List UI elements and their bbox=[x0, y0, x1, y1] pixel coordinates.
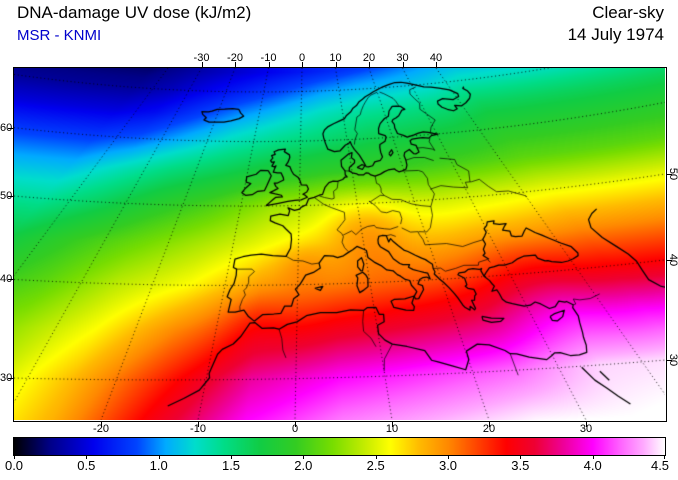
colorbar-tick bbox=[14, 456, 15, 459]
axis-tick-left bbox=[8, 196, 13, 197]
axis-label-top: -10 bbox=[260, 52, 277, 64]
axis-tick-left bbox=[8, 378, 13, 380]
axis-label-top: -20 bbox=[227, 52, 243, 64]
axis-label-bottom: 10 bbox=[385, 423, 399, 435]
colorbar-tick-label: 1.0 bbox=[149, 458, 168, 473]
axis-tick-bottom bbox=[392, 422, 393, 427]
colorbar bbox=[13, 437, 666, 456]
colorbar-tick-label: 2.0 bbox=[294, 458, 313, 473]
axis-tick-top bbox=[369, 62, 370, 67]
axis-tick-top bbox=[402, 62, 404, 67]
colorbar-tick bbox=[664, 456, 665, 459]
axis-tick-top bbox=[335, 62, 337, 67]
axis-tick-bottom bbox=[101, 422, 102, 427]
map-frame bbox=[13, 67, 667, 422]
axis-label-bottom: -10 bbox=[190, 423, 206, 435]
axis-label-left: 30 bbox=[0, 372, 13, 385]
axis-label-top: 30 bbox=[396, 52, 409, 64]
colorbar-tick bbox=[86, 456, 88, 459]
axis-tick-top bbox=[201, 62, 203, 67]
axis-label-left: 60 bbox=[0, 121, 13, 134]
axis-tick-right bbox=[667, 259, 672, 261]
colorbar-tick-label: 4.5 bbox=[650, 458, 670, 473]
axis-label-top: 0 bbox=[298, 52, 306, 64]
axis-tick-left bbox=[8, 279, 13, 281]
colorbar-tick-label: 4.0 bbox=[583, 458, 602, 473]
colorbar-tick-label: 0.5 bbox=[77, 458, 96, 473]
colorbar-tick bbox=[520, 456, 522, 459]
axis-label-top: 40 bbox=[429, 52, 443, 64]
page-title: DNA-damage UV dose (kJ/m2) bbox=[17, 3, 252, 22]
date-label: 14 July 1974 bbox=[567, 25, 664, 44]
axis-label-bottom: 30 bbox=[579, 423, 593, 435]
axis-tick-bottom bbox=[198, 422, 199, 427]
colorbar-tick-label: 2.5 bbox=[366, 458, 385, 473]
colorbar-tick-label: 0.0 bbox=[4, 458, 24, 473]
axis-label-top: 20 bbox=[362, 52, 376, 64]
colorbar-tick bbox=[375, 456, 377, 459]
colorbar-tick-label: 1.5 bbox=[221, 458, 241, 473]
colorbar-tick-label: 3.0 bbox=[438, 458, 458, 473]
product-label: MSR - KNMI bbox=[17, 27, 102, 44]
axis-tick-right bbox=[667, 174, 672, 175]
axis-tick-bottom bbox=[295, 422, 296, 427]
axis-tick-top bbox=[268, 62, 270, 67]
axis-label-left: 50 bbox=[0, 190, 13, 202]
sky-condition-label: Clear-sky bbox=[592, 3, 664, 22]
axis-tick-right bbox=[667, 360, 672, 362]
axis-tick-bottom bbox=[586, 422, 587, 427]
colorbar-tick bbox=[303, 456, 305, 459]
axis-label-top: 10 bbox=[329, 52, 342, 64]
colorbar-tick bbox=[231, 456, 232, 459]
axis-label-bottom: 20 bbox=[482, 423, 496, 435]
axis-label-bottom: 0 bbox=[291, 423, 299, 435]
axis-tick-left bbox=[8, 127, 13, 129]
uv-dose-map-canvas bbox=[14, 68, 665, 420]
colorbar-tick-label: 3.5 bbox=[511, 458, 530, 473]
colorbar-tick bbox=[448, 456, 449, 459]
axis-label-left: 40 bbox=[0, 273, 13, 286]
colorbar-tick bbox=[592, 456, 594, 459]
axis-tick-top bbox=[302, 62, 303, 67]
colorbar-tick bbox=[158, 456, 160, 459]
axis-tick-top bbox=[235, 62, 236, 67]
axis-label-bottom: -20 bbox=[93, 423, 109, 435]
axis-tick-bottom bbox=[489, 422, 490, 427]
axis-tick-top bbox=[436, 62, 437, 67]
axis-label-top: -30 bbox=[193, 52, 210, 64]
